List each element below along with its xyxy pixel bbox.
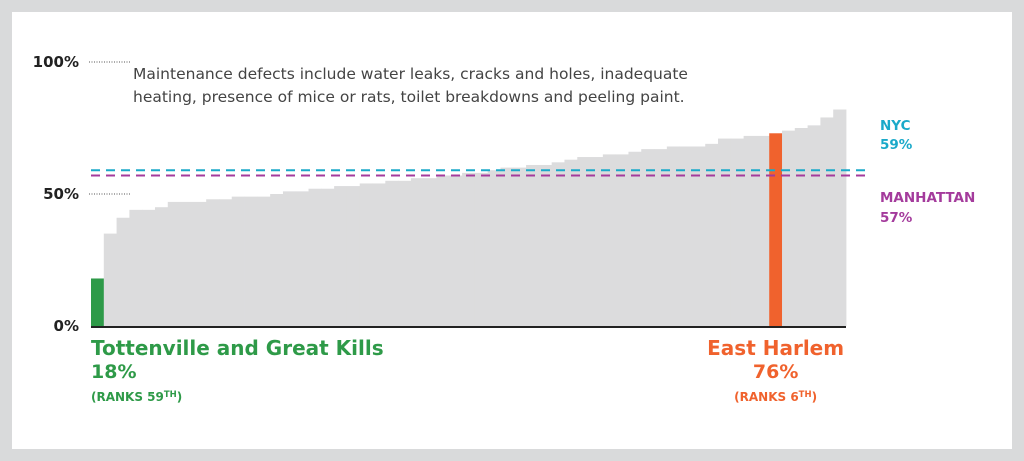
bar — [705, 143, 719, 326]
bar — [385, 180, 399, 326]
annotation-backdrop — [129, 58, 772, 108]
bar — [167, 201, 181, 326]
bar — [538, 164, 553, 326]
bar — [270, 194, 284, 326]
bar — [820, 117, 834, 326]
bar — [398, 180, 412, 326]
bar — [833, 109, 847, 327]
bar — [628, 151, 642, 326]
bar — [602, 154, 617, 326]
bar — [321, 188, 335, 326]
bar — [577, 157, 591, 326]
bar — [551, 162, 565, 326]
bar — [359, 183, 373, 326]
bar — [346, 186, 361, 326]
bar — [308, 188, 322, 326]
bar — [564, 159, 578, 326]
bar-chart: Maintenance defects include water leaks,… — [33, 53, 976, 404]
callout-value: 18% — [91, 361, 136, 383]
bar — [474, 172, 489, 326]
reference-label-manhattan: MANHATTAN — [880, 190, 975, 206]
bar — [500, 167, 514, 326]
bar — [129, 209, 143, 326]
reference-label-nyc: NYC — [880, 118, 911, 134]
reference-value-manhattan: 57% — [880, 210, 913, 226]
bar — [679, 146, 693, 326]
bar — [654, 149, 668, 326]
bar — [206, 199, 220, 326]
bar — [730, 138, 745, 326]
bar — [218, 199, 233, 326]
bar — [436, 175, 450, 326]
annotation-line: Maintenance defects include water leaks,… — [133, 65, 688, 83]
bar — [590, 157, 604, 326]
bar — [794, 128, 809, 326]
annotation-group: Maintenance defects include water leaks,… — [129, 58, 772, 108]
y-tick-label: 0% — [54, 317, 79, 335]
bar — [103, 233, 117, 326]
bar — [743, 135, 757, 326]
chart-panel: Maintenance defects include water leaks,… — [12, 12, 1012, 449]
bar — [231, 196, 245, 326]
bar — [116, 217, 130, 326]
bar — [769, 133, 783, 326]
bar — [641, 149, 655, 326]
bar — [487, 170, 501, 326]
bar — [666, 146, 681, 326]
bar — [295, 191, 309, 326]
bars-group — [91, 109, 847, 327]
bar — [807, 125, 821, 326]
bar — [462, 172, 476, 326]
bar — [244, 196, 258, 326]
bar — [410, 178, 425, 326]
callout-rank: (RANKS 59TH) — [91, 390, 182, 404]
bar — [526, 164, 540, 326]
bar — [782, 130, 796, 326]
callout-rank: (RANKS 6TH) — [734, 390, 817, 404]
bar — [91, 278, 105, 326]
annotation-line: heating, presence of mice or rats, toile… — [133, 88, 685, 106]
y-tick-label: 100% — [33, 53, 79, 71]
y-tick-label: 50% — [43, 185, 79, 203]
bar — [615, 154, 629, 326]
bar — [282, 191, 297, 326]
bar — [513, 167, 527, 326]
bar — [142, 209, 156, 326]
callout-value: 76% — [753, 361, 798, 383]
bar — [756, 135, 770, 326]
bar — [193, 201, 207, 326]
callout-name: Tottenville and Great Kills — [91, 336, 384, 360]
bar — [718, 138, 732, 326]
bar — [334, 186, 348, 326]
axis-group: 0% 50% 100% — [33, 53, 846, 335]
bar — [154, 207, 169, 326]
bar — [372, 183, 386, 326]
reference-lines-group: NYC 59% MANHATTAN 57% — [91, 118, 975, 226]
callout-name: East Harlem — [707, 336, 844, 360]
bar — [257, 196, 271, 326]
bar — [692, 146, 706, 326]
bar — [423, 178, 437, 326]
bar — [180, 201, 194, 326]
reference-value-nyc: 59% — [880, 137, 913, 153]
bar — [449, 175, 463, 326]
